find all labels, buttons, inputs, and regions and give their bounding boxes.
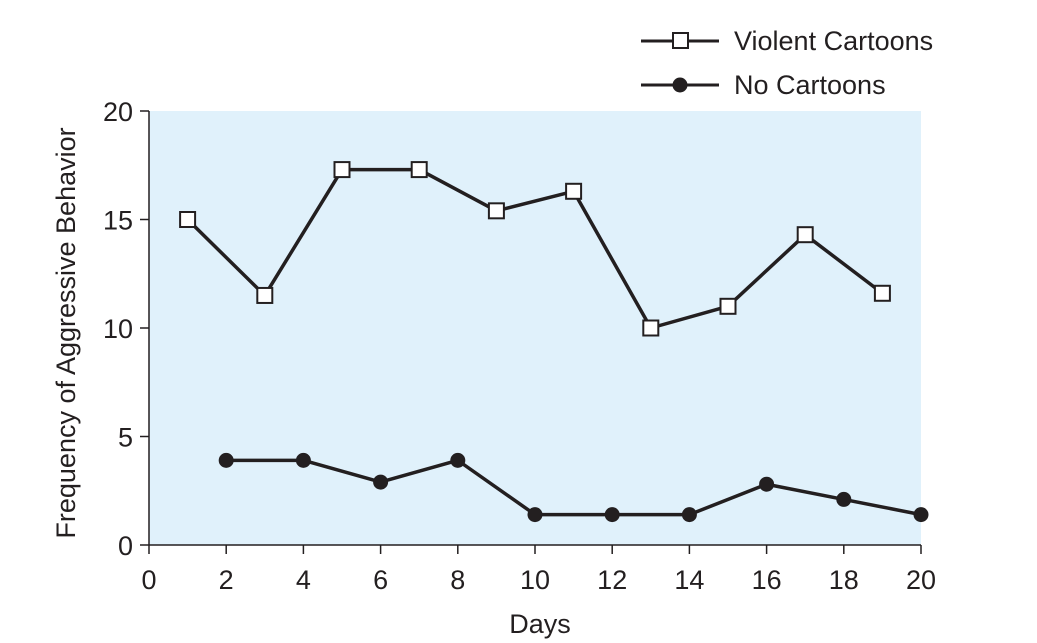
x-tick-label: 20: [906, 565, 936, 595]
x-tick-label: 18: [829, 565, 859, 595]
data-point-violent-cartoons: [256, 286, 274, 304]
legend-label-no-cartoons: No Cartoons: [734, 70, 886, 100]
x-tick-label: 0: [141, 565, 156, 595]
legend-item-violent-cartoons: Violent Cartoons: [641, 26, 933, 56]
data-point-violent-cartoons: [873, 284, 891, 302]
y-tick-label: 20: [103, 97, 133, 127]
data-point-violent-cartoons: [719, 297, 737, 315]
data-point-violent-cartoons: [333, 161, 351, 179]
series-line-no-cartoons: [226, 458, 922, 517]
data-point-no-cartoons: [527, 507, 543, 523]
x-tick-label: 12: [597, 565, 627, 595]
data-point-no-cartoons: [373, 474, 389, 490]
plot-area-background: [149, 111, 921, 545]
data-point-violent-cartoons: [796, 226, 814, 244]
data-point-violent-cartoons: [565, 182, 583, 200]
x-axis-ticks: 0 2 4 6 8 10 12 14 16 18 20: [141, 545, 936, 595]
legend-marker-filled-circle: [672, 77, 688, 93]
y-axis-label: Frequency of Aggressive Behavior: [51, 127, 81, 538]
data-point-no-cartoons: [759, 476, 775, 492]
data-point-no-cartoons: [450, 452, 466, 468]
legend-item-no-cartoons: No Cartoons: [641, 70, 886, 100]
data-point-no-cartoons: [913, 507, 929, 523]
y-tick-label: 10: [103, 314, 133, 344]
series-layer: [179, 161, 929, 523]
y-tick-label: 0: [118, 531, 133, 561]
legend: Violent Cartoons No Cartoons: [641, 26, 933, 100]
y-tick-label: 15: [103, 206, 133, 236]
data-point-no-cartoons: [836, 491, 852, 507]
data-point-no-cartoons: [295, 452, 311, 468]
legend-marker-open-square: [672, 32, 689, 49]
data-point-violent-cartoons: [487, 202, 505, 220]
data-point-violent-cartoons: [410, 161, 428, 179]
y-axis-ticks: 0 5 10 15 20: [103, 97, 149, 561]
x-tick-label: 6: [373, 565, 388, 595]
x-tick-label: 4: [296, 565, 311, 595]
legend-label-violent-cartoons: Violent Cartoons: [734, 26, 933, 56]
x-axis-label: Days: [509, 609, 571, 639]
x-tick-label: 14: [674, 565, 704, 595]
series-line-violent-cartoons: [186, 167, 884, 330]
data-point-no-cartoons: [604, 507, 620, 523]
x-tick-label: 8: [450, 565, 465, 595]
x-tick-label: 10: [520, 565, 550, 595]
x-tick-label: 2: [219, 565, 234, 595]
data-point-no-cartoons: [681, 507, 697, 523]
y-tick-label: 5: [118, 423, 133, 453]
data-point-violent-cartoons: [642, 319, 660, 337]
data-point-violent-cartoons: [179, 211, 197, 228]
x-tick-label: 16: [752, 565, 782, 595]
data-point-no-cartoons: [218, 452, 234, 468]
